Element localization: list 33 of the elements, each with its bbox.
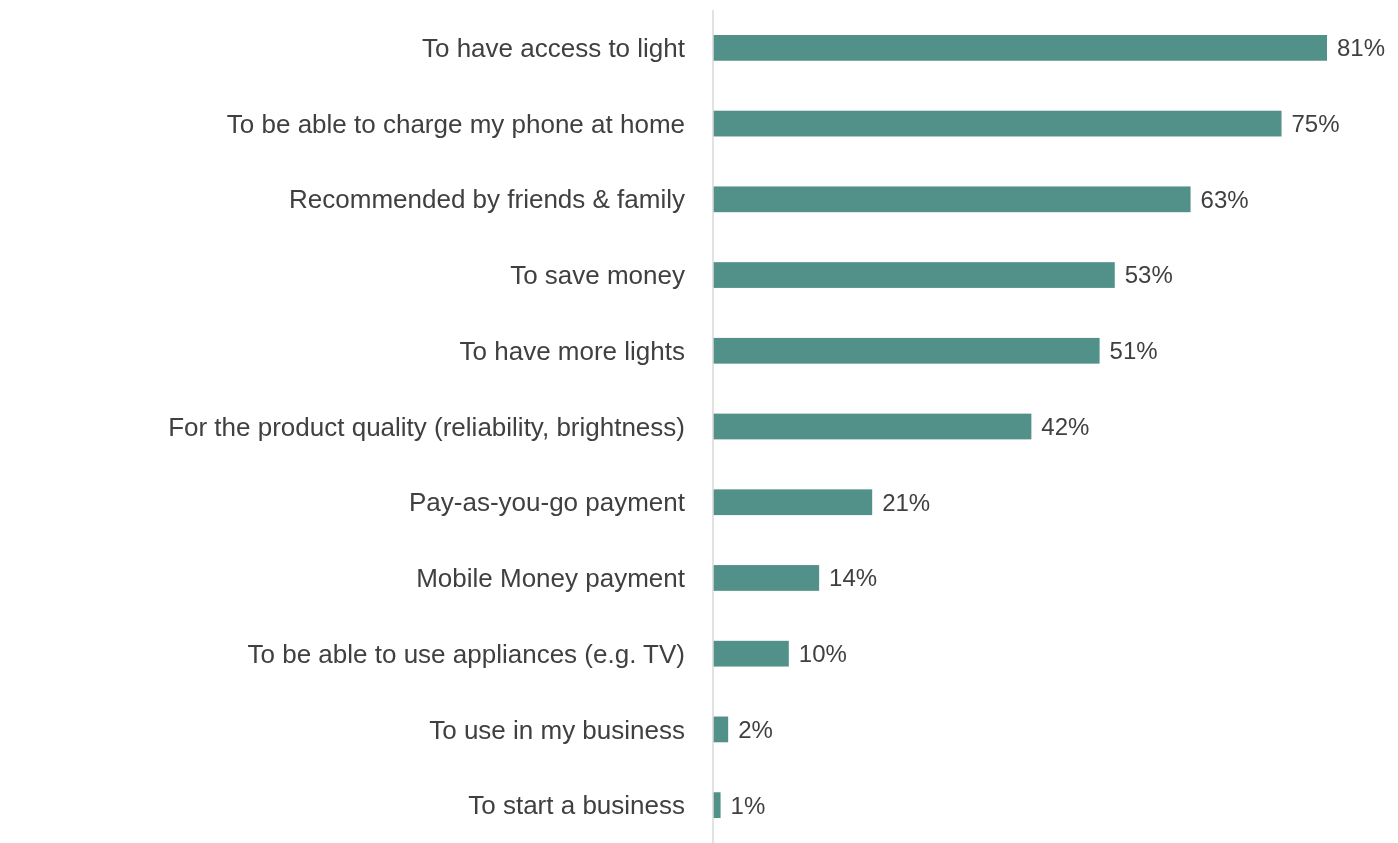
data-label: 63% <box>1200 185 1249 213</box>
data-label: 75% <box>1291 109 1340 137</box>
bar <box>713 792 721 819</box>
data-label: 10% <box>798 640 847 668</box>
bar <box>713 489 873 516</box>
data-label: 42% <box>1041 412 1090 440</box>
bar <box>713 337 1100 364</box>
y-tick-label: To have access to light <box>421 32 686 63</box>
bar <box>713 262 1115 288</box>
bar <box>713 110 1282 137</box>
y-tick-label: To be able to use appliances (e.g. TV) <box>247 638 685 669</box>
y-tick-label: For the product quality (reliability, brightness) <box>168 411 685 442</box>
y-tick-label: To be able to charge my phone at home <box>226 108 685 139</box>
y-tick-label: Pay-as-you-go payment <box>408 487 686 518</box>
bar <box>713 34 1327 61</box>
y-tick-label: Recommended by friends & family <box>289 184 685 215</box>
data-label: 51% <box>1109 337 1158 365</box>
data-label: 1% <box>730 791 766 819</box>
bar <box>713 565 820 591</box>
data-label: 21% <box>882 488 931 516</box>
bar <box>713 716 729 743</box>
y-tick-label: To start a business <box>468 790 685 821</box>
y-tick-label: To use in my business <box>429 714 685 745</box>
y-tick-label: To have more lights <box>459 335 685 366</box>
y-tick-label: To save money <box>510 260 685 291</box>
y-tick-label: Mobile Money payment <box>416 563 686 594</box>
data-label: 14% <box>829 564 878 592</box>
data-label: 81% <box>1337 34 1386 62</box>
data-label: 2% <box>738 715 773 743</box>
bar <box>713 186 1191 213</box>
data-label: 53% <box>1124 261 1173 289</box>
bar <box>713 413 1032 440</box>
bar <box>713 640 789 667</box>
